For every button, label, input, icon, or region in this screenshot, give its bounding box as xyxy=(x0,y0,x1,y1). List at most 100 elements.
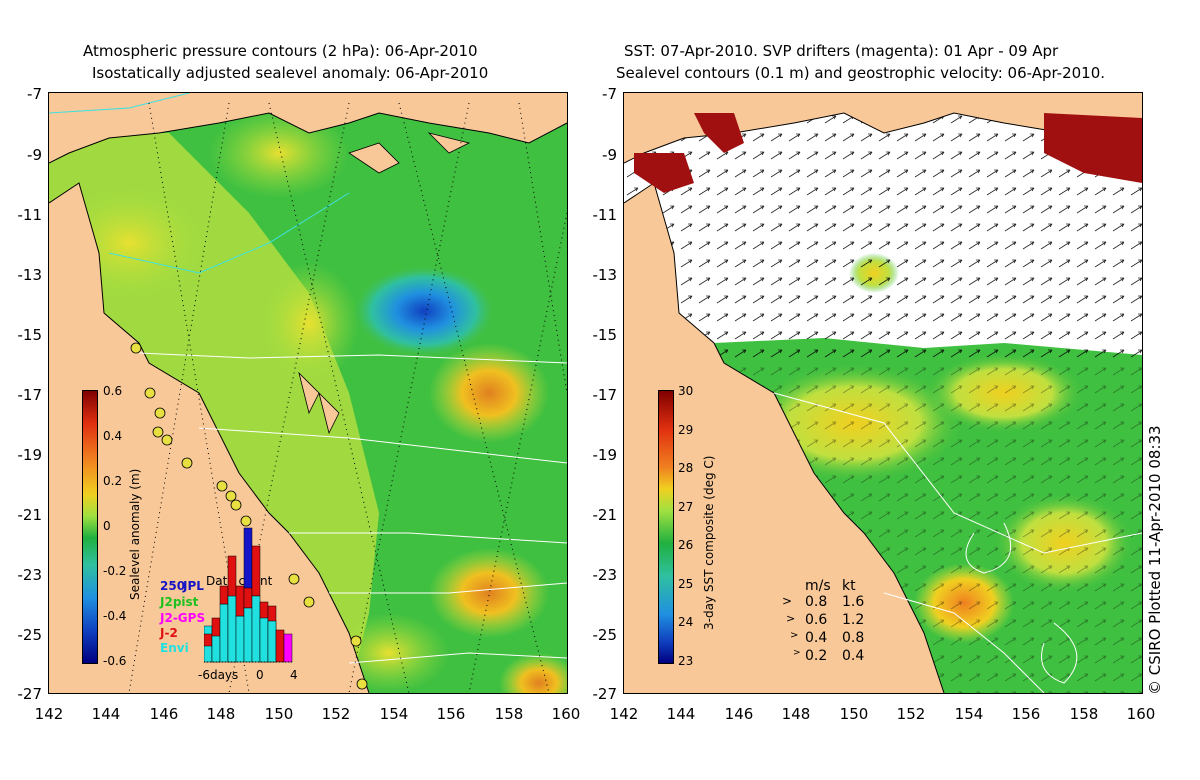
right-ytick: -13 xyxy=(592,266,618,284)
right-ytick: -25 xyxy=(592,626,618,644)
right-ytick: -11 xyxy=(592,206,618,224)
right-cb-tick: 26 xyxy=(678,538,694,552)
right-xtick: 142 xyxy=(609,705,639,723)
left-ytick: -9 xyxy=(27,146,42,164)
right-ytick: -19 xyxy=(592,446,618,464)
right-ytick: -27 xyxy=(592,685,618,703)
left-low-anomaly xyxy=(354,266,494,356)
left-cb-tick: 0.2 xyxy=(103,474,123,488)
right-cb-tick: 24 xyxy=(678,615,694,629)
left-ytick: -15 xyxy=(17,326,43,344)
right-cb-tick: 25 xyxy=(678,577,694,591)
left-ytick: -13 xyxy=(17,266,43,284)
left-ytick: -21 xyxy=(17,506,43,524)
right-ytick: -9 xyxy=(602,146,617,164)
left-cb-tick: -0.4 xyxy=(103,609,127,623)
left-title-line1: Atmospheric pressure contours (2 hPa): 0… xyxy=(83,42,478,60)
velocity-key-ms: 0.2 xyxy=(805,648,828,664)
left-xtick: 142 xyxy=(34,705,64,723)
right-xtick: 156 xyxy=(1011,705,1041,723)
left-xtick: 152 xyxy=(321,705,351,723)
left-colorbar xyxy=(82,390,98,664)
data-count-xlabel-zero: 0 xyxy=(256,668,264,682)
left-xtick: 160 xyxy=(551,705,581,723)
right-cb-tick: 30 xyxy=(678,384,694,398)
right-xtick: 154 xyxy=(954,705,984,723)
right-xtick: 150 xyxy=(839,705,869,723)
right-png-land xyxy=(624,93,1142,163)
left-xtick: 156 xyxy=(436,705,466,723)
left-cb-tick: 0.4 xyxy=(103,429,123,443)
left-map[interactable] xyxy=(48,92,568,694)
legend-jpl: JPL xyxy=(183,579,204,593)
arrow-icon: > xyxy=(786,612,796,625)
left-ytick: -19 xyxy=(17,446,43,464)
left-xtick: 146 xyxy=(149,705,179,723)
left-xtick: 148 xyxy=(206,705,236,723)
left-ytick: -25 xyxy=(17,626,43,644)
left-ytick: -23 xyxy=(17,566,43,584)
left-ytick: -7 xyxy=(27,85,42,103)
left-cb-tick: 0 xyxy=(103,519,111,533)
left-coastline xyxy=(49,182,370,693)
right-cb-tick: 28 xyxy=(678,461,694,475)
right-cb-tick: 23 xyxy=(678,654,694,668)
left-australia-land xyxy=(49,183,369,693)
right-ytick: -17 xyxy=(592,386,618,404)
left-xtick: 158 xyxy=(494,705,524,723)
velocity-key-ms: 0.8 xyxy=(805,594,828,610)
legend-j2gps: J2-GPS xyxy=(160,611,206,625)
right-xtick: 152 xyxy=(896,705,926,723)
legend-envi: Envi xyxy=(160,641,189,655)
arrow-icon: > xyxy=(782,594,793,608)
right-map[interactable] xyxy=(623,92,1143,694)
right-xtick: 160 xyxy=(1126,705,1156,723)
right-cb-tick: 27 xyxy=(678,500,694,514)
velocity-key-kt: 0.8 xyxy=(842,630,865,646)
left-cb-tick: -0.2 xyxy=(103,564,127,578)
right-ytick: -23 xyxy=(592,566,618,584)
tide-gauge-markers xyxy=(130,342,368,690)
legend-j2: J-2 xyxy=(160,626,178,640)
data-count-xlabel-end: 4 xyxy=(290,668,298,682)
arrow-icon: > xyxy=(790,630,799,641)
left-ytick: -11 xyxy=(17,206,43,224)
right-australia-land xyxy=(624,183,944,693)
legend-j2pist: J2pist xyxy=(160,595,199,609)
velocity-key-header-ms: m/s xyxy=(805,578,831,594)
left-map-graphic xyxy=(49,93,567,693)
left-colorbar-label: Sealevel anomaly (m) xyxy=(128,468,142,600)
right-ytick: -21 xyxy=(592,506,618,524)
arrow-icon: > xyxy=(793,648,801,658)
right-cb-tick: 29 xyxy=(678,423,694,437)
right-title-line2: Sealevel contours (0.1 m) and geostrophi… xyxy=(616,64,1106,82)
left-ytick: -17 xyxy=(17,386,43,404)
velocity-key-ms: 0.6 xyxy=(805,612,828,628)
velocity-key-kt: 0.4 xyxy=(842,648,865,664)
data-count-max: 250 xyxy=(160,579,186,593)
right-xtick: 158 xyxy=(1069,705,1099,723)
right-xtick: 148 xyxy=(781,705,811,723)
left-xtick: 144 xyxy=(91,705,121,723)
left-png-land xyxy=(49,93,567,163)
right-colorbar xyxy=(658,390,674,664)
left-cb-tick: 0.6 xyxy=(103,384,123,398)
left-xtick: 154 xyxy=(379,705,409,723)
right-xtick: 144 xyxy=(666,705,696,723)
right-ytick: -15 xyxy=(592,326,618,344)
velocity-key-kt: 1.6 xyxy=(842,594,865,610)
right-colorbar-label: 3-day SST composite (deg C) xyxy=(702,455,716,630)
left-cb-tick: -0.6 xyxy=(103,654,127,668)
right-xtick: 146 xyxy=(724,705,754,723)
velocity-key-header-kt: kt xyxy=(842,578,856,594)
credit-label: © CSIRO Plotted 11-Apr-2010 08:33 xyxy=(1146,425,1164,695)
right-map-graphic xyxy=(624,93,1142,693)
velocity-key-kt: 1.2 xyxy=(842,612,865,628)
left-xtick: 150 xyxy=(264,705,294,723)
right-title-line1: SST: 07-Apr-2010. SVP drifters (magenta)… xyxy=(624,42,1059,60)
left-title-line2: Isostatically adjusted sealevel anomaly:… xyxy=(92,64,489,82)
velocity-key-ms: 0.4 xyxy=(805,630,828,646)
left-ytick: -27 xyxy=(17,685,43,703)
data-count-xlabel-start: -6days xyxy=(198,668,239,682)
data-count-bars xyxy=(204,527,294,663)
